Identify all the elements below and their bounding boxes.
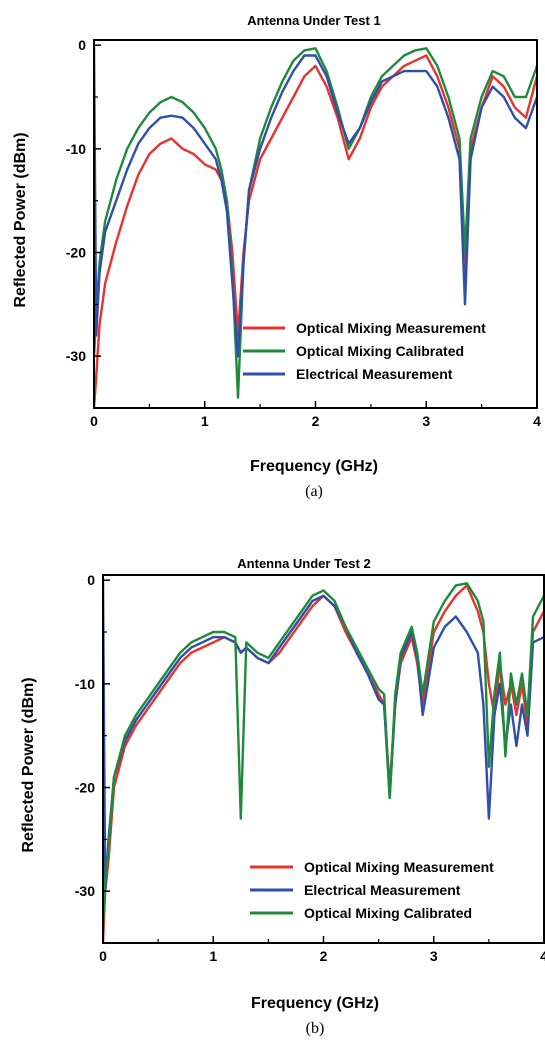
chart-b-axis-ticks: 0 1 2 3 4 0 -10 -20 -30: [75, 572, 545, 964]
chart-b-y-axis-label: Reflected Power (dBm): [20, 677, 37, 852]
chart-a-x-tick-label: 2: [312, 413, 320, 429]
chart-b-title: Antenna Under Test 2: [237, 556, 370, 571]
chart-a-x-tick-label: 3: [422, 413, 430, 429]
chart-a-y-tick-label: 0: [78, 37, 86, 53]
chart-b-series-2-line: [103, 580, 544, 893]
chart-b-y-tick-label: -30: [75, 883, 95, 899]
chart-a-x-tick-label: 4: [533, 413, 541, 429]
chart-b-x-tick-label: 3: [430, 948, 438, 964]
chart-b-legend: Optical Mixing Measurement Electrical Me…: [250, 859, 494, 921]
chart-b-legend-label-3: Optical Mixing Calibrated: [304, 905, 472, 921]
chart-a-series-group: [94, 45, 537, 408]
chart-b-y-tick-label: -20: [75, 780, 95, 796]
chart-b-x-tick-label: 4: [540, 948, 545, 964]
chart-b-legend-label-1: Optical Mixing Measurement: [304, 859, 494, 875]
chart-a-legend-label-2: Optical Mixing Calibrated: [296, 343, 464, 359]
chart-a: Antenna Under Test 1 0 1 2 3 4 0 -10 -20 -30 Fre…: [12, 13, 541, 500]
chart-a-y-tick-label: -10: [66, 141, 86, 157]
chart-a-legend-label-3: Electrical Measurement: [296, 366, 453, 382]
chart-a-x-tick-label: 1: [201, 413, 209, 429]
chart-a-y-tick-label: -30: [66, 348, 86, 364]
chart-b-series-3-line: [103, 582, 544, 923]
chart-b-caption: (b): [306, 1020, 325, 1037]
chart-a-axis-ticks: 0 1 2 3 4 0 -10 -20 -30: [66, 37, 541, 429]
chart-b-legend-label-2: Electrical Measurement: [304, 882, 461, 898]
chart-a-legend: Optical Mixing Measurement Optical Mixin…: [243, 320, 486, 382]
chart-b-x-tick-label: 2: [320, 948, 328, 964]
chart-a-caption: (a): [305, 483, 323, 500]
chart-a-y-tick-label: -20: [66, 245, 86, 261]
chart-a-x-axis-label: Frequency (GHz): [250, 458, 378, 475]
chart-a-x-tick-label: 0: [90, 413, 98, 429]
chart-b-y-tick-label: -10: [75, 676, 95, 692]
chart-a-title: Antenna Under Test 1: [247, 13, 380, 28]
chart-b-x-axis-label: Frequency (GHz): [251, 995, 379, 1012]
chart-b-series-group: [103, 580, 544, 943]
chart-b: Antenna Under Test 2 0 1 2 3 4 0 -10 -20 -30 Fre…: [20, 556, 545, 1037]
chart-a-series-3-line: [94, 45, 537, 358]
chart-b-x-tick-label: 0: [99, 948, 107, 964]
chart-a-legend-label-1: Optical Mixing Measurement: [296, 320, 486, 336]
chart-b-y-tick-label: 0: [87, 572, 95, 588]
chart-b-x-tick-label: 1: [209, 948, 217, 964]
chart-a-y-axis-label: Reflected Power (dBm): [12, 132, 29, 307]
